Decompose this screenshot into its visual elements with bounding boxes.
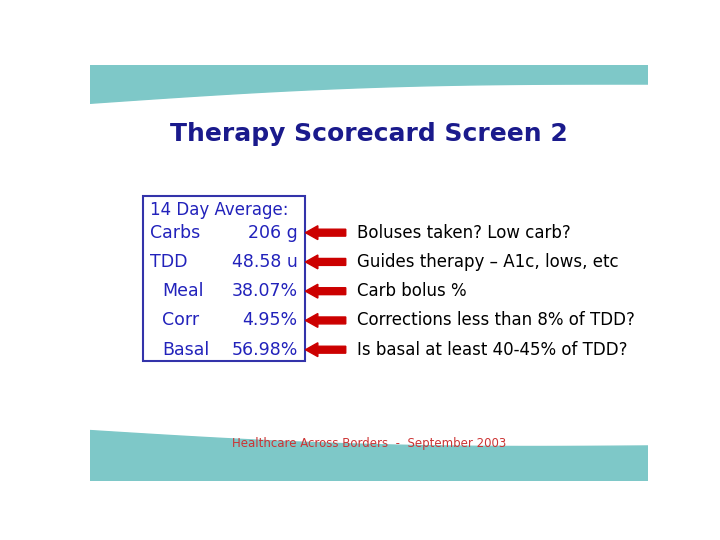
Text: Therapy Scorecard Screen 2: Therapy Scorecard Screen 2: [170, 122, 568, 146]
Text: 14 Day Average:: 14 Day Average:: [150, 200, 289, 219]
Text: Meal: Meal: [162, 282, 204, 300]
Text: 38.07%: 38.07%: [232, 282, 297, 300]
Polygon shape: [90, 430, 648, 481]
Text: Boluses taken? Low carb?: Boluses taken? Low carb?: [357, 224, 571, 242]
Text: Basal: Basal: [162, 341, 210, 359]
FancyArrow shape: [305, 226, 346, 240]
FancyArrow shape: [305, 343, 346, 356]
FancyArrow shape: [305, 284, 346, 298]
Text: Is basal at least 40-45% of TDD?: Is basal at least 40-45% of TDD?: [357, 341, 628, 359]
Text: Carb bolus %: Carb bolus %: [357, 282, 467, 300]
Text: Corr: Corr: [162, 312, 199, 329]
FancyArrow shape: [305, 255, 346, 269]
Text: Carbs: Carbs: [150, 224, 201, 242]
Text: 56.98%: 56.98%: [231, 341, 297, 359]
Text: TDD: TDD: [150, 253, 188, 271]
Text: Guides therapy – A1c, lows, etc: Guides therapy – A1c, lows, etc: [357, 253, 619, 271]
FancyArrow shape: [305, 314, 346, 327]
Text: 206 g: 206 g: [248, 224, 297, 242]
Text: 48.58 u: 48.58 u: [232, 253, 297, 271]
Text: Corrections less than 8% of TDD?: Corrections less than 8% of TDD?: [357, 312, 635, 329]
Polygon shape: [90, 65, 648, 103]
FancyBboxPatch shape: [143, 195, 305, 361]
Text: 4.95%: 4.95%: [243, 312, 297, 329]
Text: Healthcare Across Borders  -  September 2003: Healthcare Across Borders - September 20…: [232, 437, 506, 450]
